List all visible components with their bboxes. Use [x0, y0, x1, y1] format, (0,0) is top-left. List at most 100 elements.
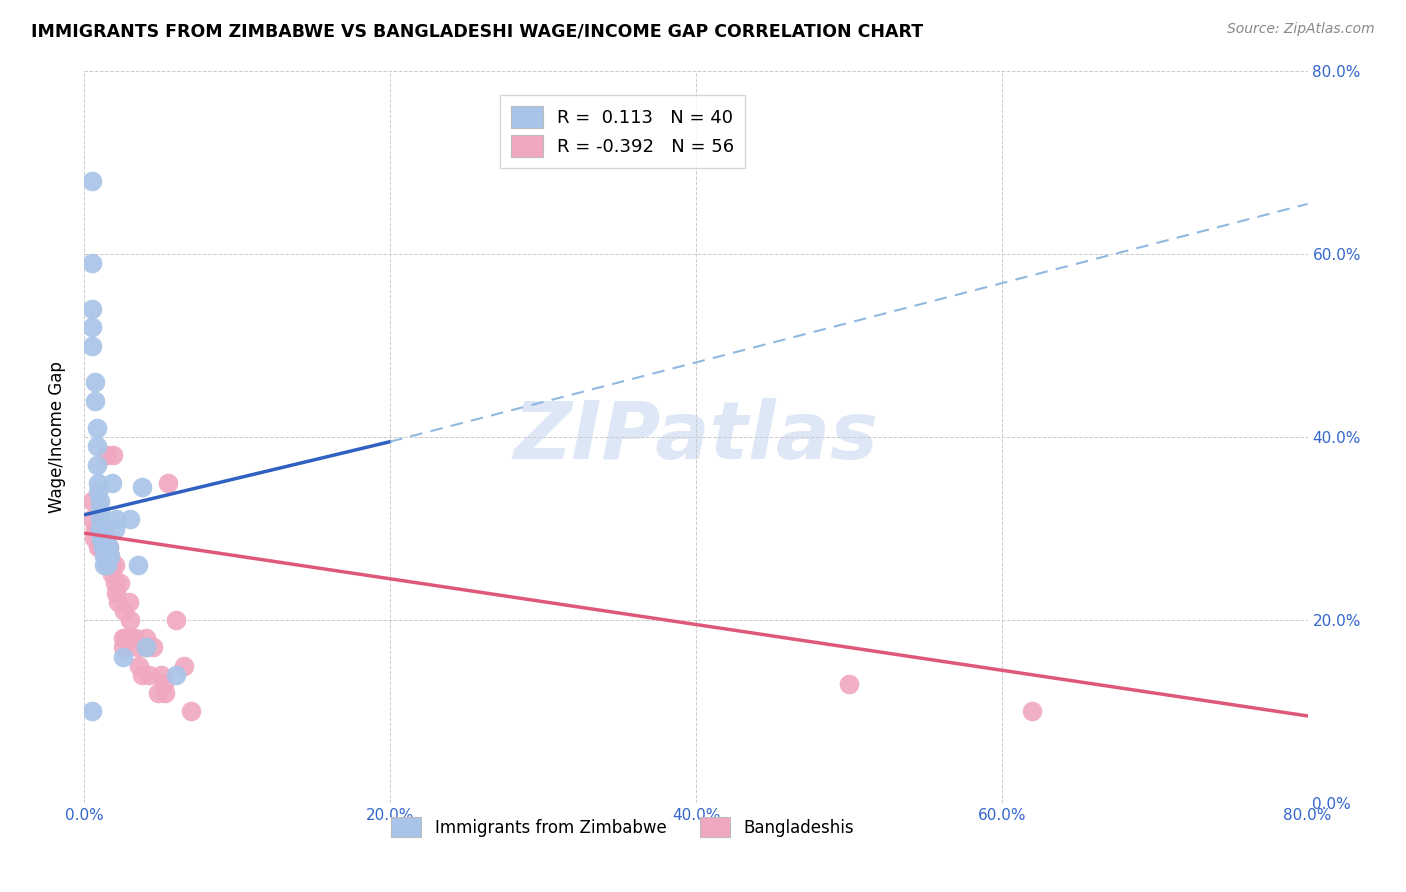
Point — [93, 558, 115, 573]
Point — [105, 512, 128, 526]
Point — [93, 540, 115, 554]
Point — [86, 521, 108, 535]
Point — [89, 503, 111, 517]
Point — [86, 458, 108, 472]
Point — [91, 531, 114, 545]
Point — [89, 540, 111, 554]
Point — [115, 632, 138, 646]
Point — [138, 667, 160, 681]
Point — [87, 485, 110, 500]
Point — [135, 632, 157, 646]
Point — [84, 393, 107, 408]
Point — [101, 558, 124, 573]
Point — [97, 549, 120, 563]
Point — [96, 549, 118, 563]
Point — [87, 475, 110, 490]
Point — [127, 640, 149, 655]
Point — [135, 640, 157, 655]
Y-axis label: Wage/Income Gap: Wage/Income Gap — [48, 361, 66, 513]
Point — [146, 686, 169, 700]
Point — [124, 632, 146, 646]
Text: Source: ZipAtlas.com: Source: ZipAtlas.com — [1227, 22, 1375, 37]
Point — [120, 613, 142, 627]
Point — [86, 421, 108, 435]
Text: IMMIGRANTS FROM ZIMBABWE VS BANGLADESHI WAGE/INCOME GAP CORRELATION CHART: IMMIGRANTS FROM ZIMBABWE VS BANGLADESHI … — [31, 22, 924, 40]
Point — [90, 540, 112, 554]
Point — [131, 480, 153, 494]
Point — [1021, 705, 1043, 719]
Point — [80, 174, 103, 188]
Point — [84, 521, 107, 535]
Point — [89, 494, 111, 508]
Point — [111, 632, 134, 646]
Point — [118, 594, 141, 608]
Point — [149, 667, 172, 681]
Point — [96, 558, 118, 573]
Point — [98, 549, 121, 563]
Point — [98, 549, 121, 563]
Point — [120, 512, 142, 526]
Point — [131, 667, 153, 681]
Point — [93, 549, 115, 563]
Point — [84, 375, 107, 389]
Point — [96, 448, 118, 462]
Point — [93, 540, 115, 554]
Point — [93, 521, 115, 535]
Point — [101, 567, 124, 582]
Point — [142, 640, 165, 655]
Point — [80, 320, 103, 334]
Point — [135, 640, 157, 655]
Point — [93, 540, 115, 554]
Point — [83, 531, 105, 545]
Point — [173, 658, 195, 673]
Point — [94, 531, 117, 545]
Point — [105, 585, 128, 599]
Point — [108, 576, 131, 591]
Point — [104, 521, 127, 535]
Point — [104, 576, 127, 591]
Point — [111, 649, 134, 664]
Point — [165, 667, 187, 681]
Point — [112, 604, 135, 618]
Point — [104, 558, 127, 573]
Point — [80, 494, 103, 508]
Point — [96, 540, 118, 554]
Point — [97, 549, 120, 563]
Point — [89, 521, 111, 535]
Point — [155, 686, 177, 700]
Point — [80, 338, 103, 352]
Point — [89, 521, 111, 535]
Point — [89, 512, 111, 526]
Point — [153, 677, 176, 691]
Point — [128, 658, 150, 673]
Point — [80, 705, 103, 719]
Point — [157, 475, 180, 490]
Point — [97, 540, 120, 554]
Text: ZIPatlas: ZIPatlas — [513, 398, 879, 476]
Point — [90, 531, 112, 545]
Point — [180, 705, 202, 719]
Point — [80, 301, 103, 317]
Point — [111, 640, 134, 655]
Point — [114, 632, 136, 646]
Point — [98, 558, 121, 573]
Point — [90, 531, 112, 545]
Point — [107, 594, 129, 608]
Point — [87, 540, 110, 554]
Point — [91, 521, 114, 535]
Point — [89, 521, 111, 535]
Point — [838, 677, 860, 691]
Point — [101, 475, 124, 490]
Point — [86, 439, 108, 453]
Point — [94, 540, 117, 554]
Legend: Immigrants from Zimbabwe, Bangladeshis: Immigrants from Zimbabwe, Bangladeshis — [382, 809, 862, 846]
Point — [96, 549, 118, 563]
Point — [120, 632, 142, 646]
Point — [80, 512, 103, 526]
Point — [97, 540, 120, 554]
Point — [103, 448, 125, 462]
Point — [80, 256, 103, 270]
Point — [91, 540, 114, 554]
Point — [127, 558, 149, 573]
Point — [94, 540, 117, 554]
